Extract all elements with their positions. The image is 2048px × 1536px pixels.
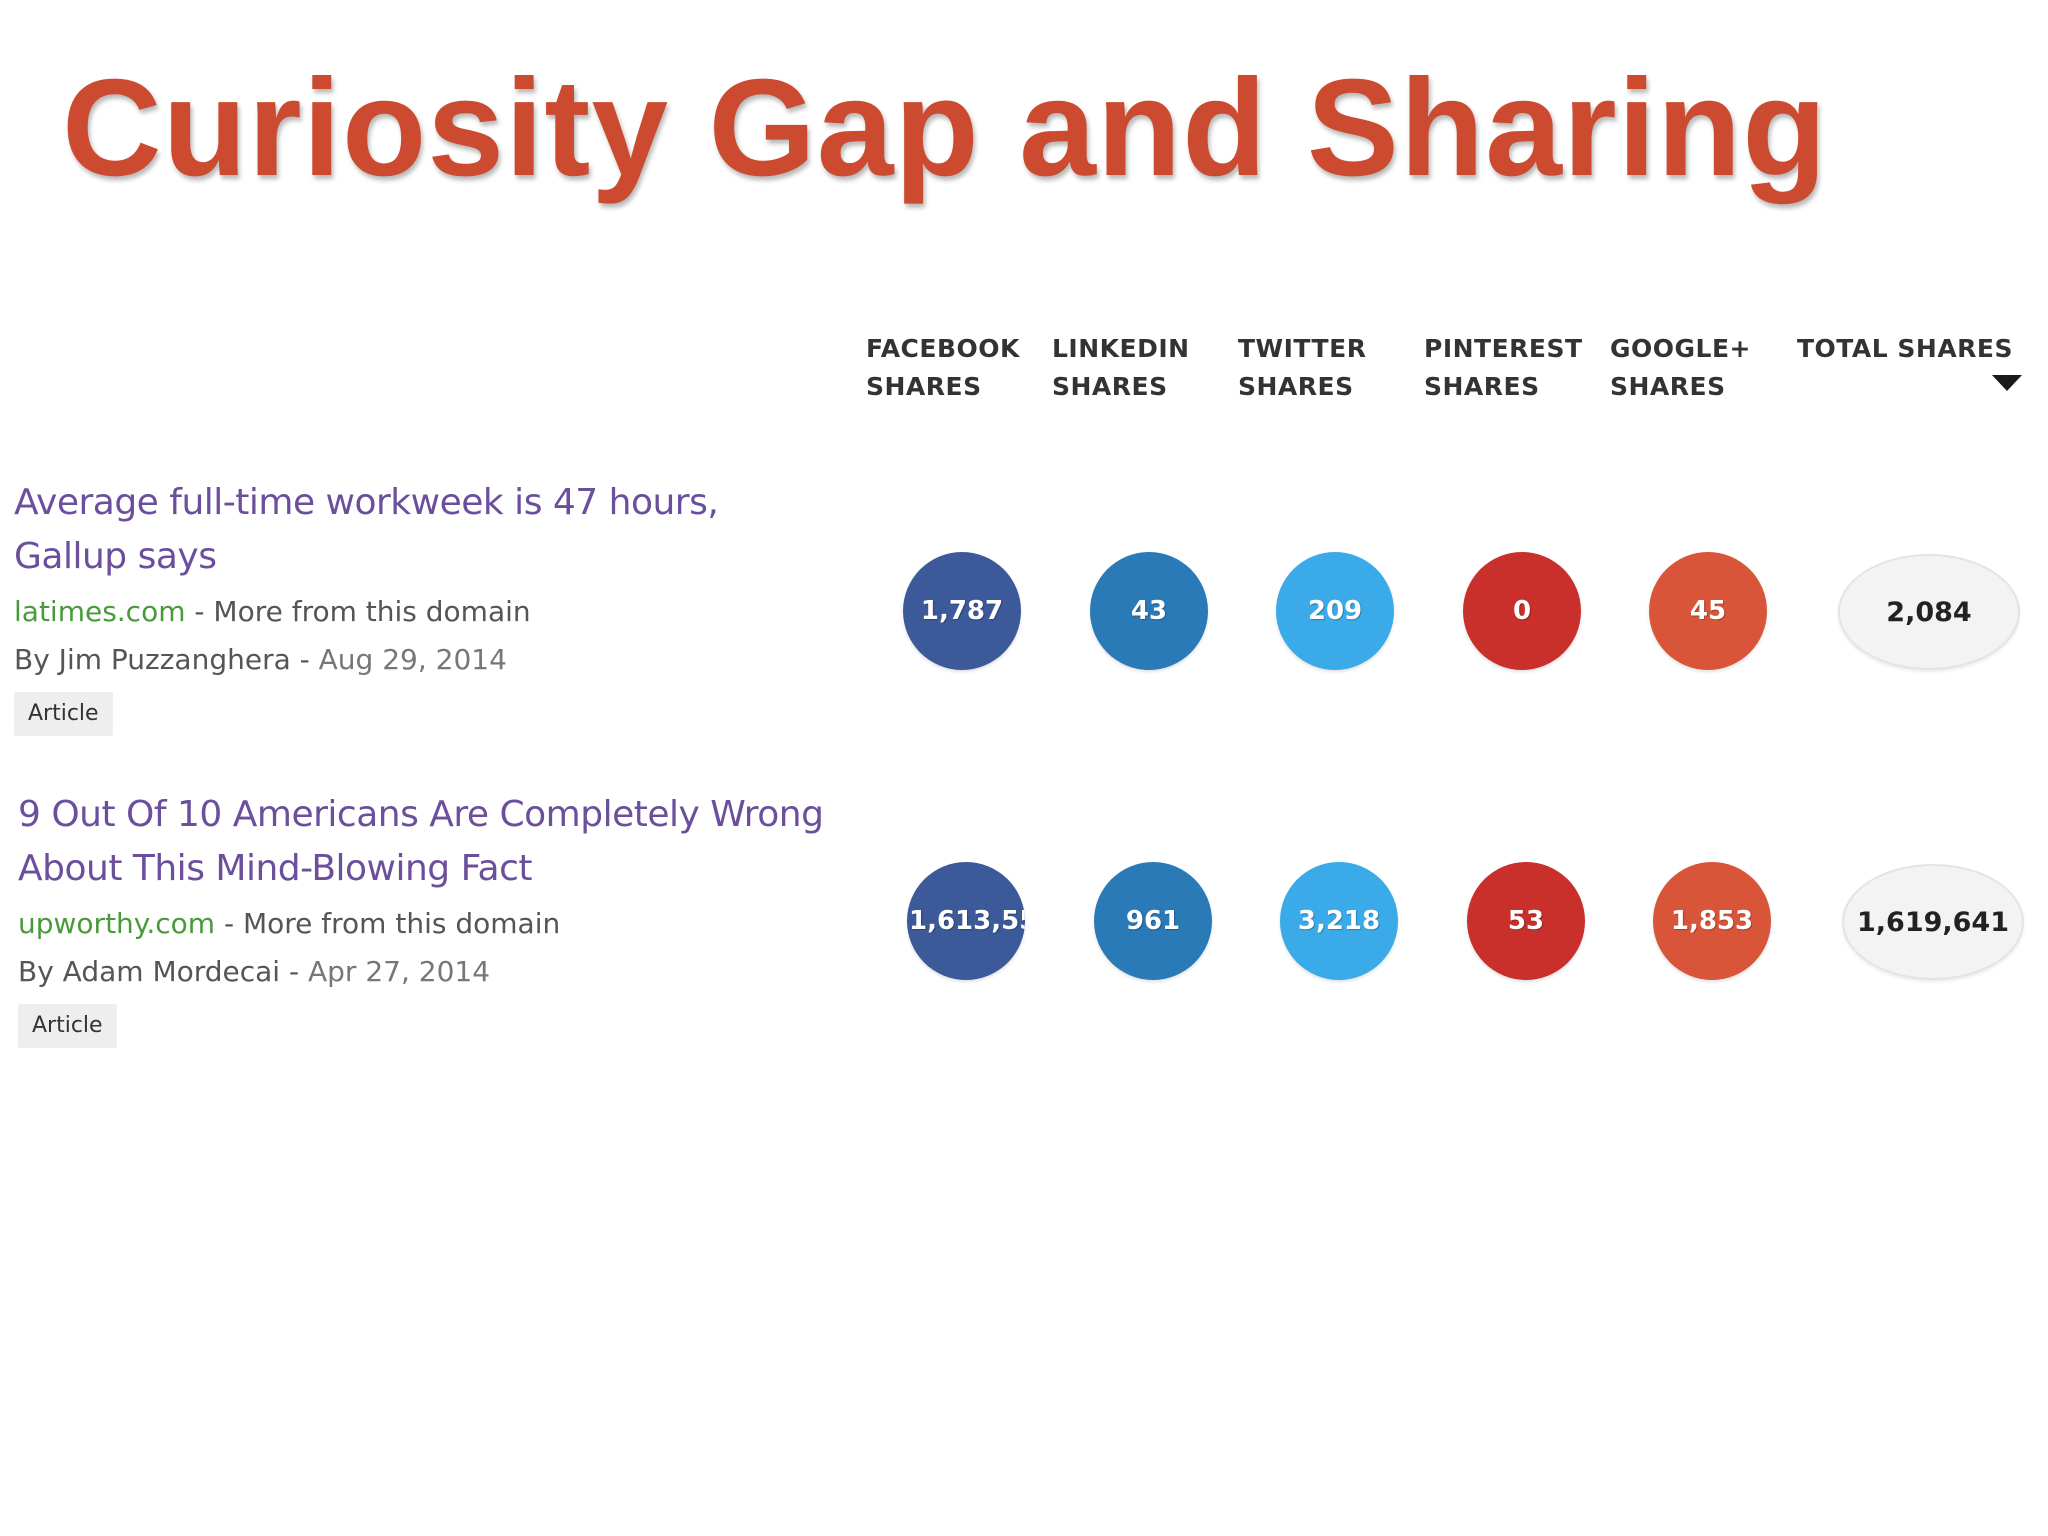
column-header-twitter-line1: TWITTER <box>1238 334 1367 363</box>
content-type-badge: Article <box>14 692 113 736</box>
article-title[interactable]: Average full-time workweek is 47 hours, … <box>14 482 719 577</box>
column-header-googleplus-line2: SHARES <box>1610 372 1726 401</box>
article-byline: By Adam Mordecai - Apr 27, 2014 <box>18 948 838 996</box>
facebook-shares-bubble: 1,787 <box>903 552 1021 670</box>
domain-link[interactable]: latimes.com <box>14 595 186 628</box>
separator: - <box>280 955 308 988</box>
separator: - <box>290 643 319 676</box>
article-domain-line: upworthy.com - More from this domain <box>18 900 838 948</box>
content-type-badge: Article <box>18 1004 117 1048</box>
publish-date: Apr 27, 2014 <box>308 955 491 988</box>
publish-date: Aug 29, 2014 <box>318 643 507 676</box>
total-shares-pill: 2,084 <box>1838 554 2020 670</box>
column-header-facebook-line2: SHARES <box>866 372 982 401</box>
column-header-pinterest-line1: PINTEREST <box>1424 334 1583 363</box>
twitter-shares-bubble: 209 <box>1276 552 1394 670</box>
linkedin-shares-bubble: 43 <box>1090 552 1208 670</box>
column-header-twitter-line2: SHARES <box>1238 372 1354 401</box>
column-header-googleplus[interactable]: GOOGLE+ SHARES <box>1610 330 1751 406</box>
column-header-googleplus-line1: GOOGLE+ <box>1610 334 1751 363</box>
more-from-domain-link[interactable]: More from this domain <box>213 595 531 628</box>
total-shares-pill: 1,619,641 <box>1842 864 2024 980</box>
column-header-linkedin-line1: LINKEDIN <box>1052 334 1190 363</box>
column-header-pinterest-line2: SHARES <box>1424 372 1540 401</box>
googleplus-shares-bubble: 45 <box>1649 552 1767 670</box>
article-row: Average full-time workweek is 47 hours, … <box>14 476 834 736</box>
column-header-linkedin-line2: SHARES <box>1052 372 1168 401</box>
linkedin-shares-bubble: 961 <box>1094 862 1212 980</box>
column-header-twitter[interactable]: TWITTER SHARES <box>1238 330 1366 406</box>
domain-link[interactable]: upworthy.com <box>18 907 216 940</box>
column-header-total[interactable]: TOTAL SHARES <box>1797 330 2013 368</box>
twitter-shares-bubble: 3,218 <box>1280 862 1398 980</box>
article-title[interactable]: 9 Out Of 10 Americans Are Completely Wro… <box>18 794 824 889</box>
column-header-pinterest[interactable]: PINTEREST SHARES <box>1424 330 1583 406</box>
column-header-linkedin[interactable]: LINKEDIN SHARES <box>1052 330 1190 406</box>
facebook-shares-bubble: 1,613,55 <box>907 862 1025 980</box>
caret-down-icon[interactable] <box>1992 375 2022 391</box>
column-header-facebook[interactable]: FACEBOOK SHARES <box>866 330 1020 406</box>
slide-title: Curiosity Gap and Sharing <box>62 51 1828 205</box>
article-row: 9 Out Of 10 Americans Are Completely Wro… <box>18 788 838 1048</box>
more-from-domain-link[interactable]: More from this domain <box>242 907 561 940</box>
column-header-facebook-line1: FACEBOOK <box>866 334 1020 363</box>
pinterest-shares-bubble: 0 <box>1463 552 1581 670</box>
column-header-total-line1: TOTAL SHARES <box>1797 334 2014 363</box>
author: By Adam Mordecai <box>18 955 281 988</box>
article-byline: By Jim Puzzanghera - Aug 29, 2014 <box>14 636 834 684</box>
article-domain-line: latimes.com - More from this domain <box>14 588 834 636</box>
pinterest-shares-bubble: 53 <box>1467 862 1585 980</box>
author: By Jim Puzzanghera <box>14 643 291 676</box>
separator: - <box>215 907 243 940</box>
separator: - <box>185 595 214 628</box>
googleplus-shares-bubble: 1,853 <box>1653 862 1771 980</box>
